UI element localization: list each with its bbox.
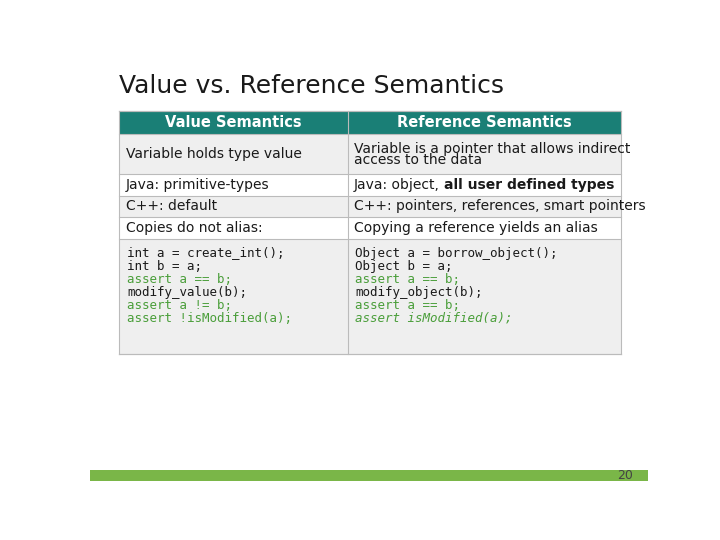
Bar: [120, 174, 348, 195]
Text: access to the data: access to the data: [354, 152, 482, 166]
Text: C++: pointers, references, smart pointers: C++: pointers, references, smart pointer…: [354, 199, 645, 213]
Text: int b = a;: int b = a;: [127, 260, 202, 273]
Bar: [120, 111, 621, 134]
Text: 20: 20: [616, 469, 632, 482]
Bar: [90, 470, 648, 481]
Bar: [120, 239, 348, 354]
Text: Value vs. Reference Semantics: Value vs. Reference Semantics: [120, 74, 505, 98]
Text: Object b = a;: Object b = a;: [356, 260, 453, 273]
Text: modify_object(b);: modify_object(b);: [356, 286, 483, 299]
Bar: [120, 195, 348, 217]
Bar: [348, 134, 621, 174]
Text: Variable holds type value: Variable holds type value: [126, 147, 302, 161]
Text: C++: default: C++: default: [126, 199, 217, 213]
Text: Reference Semantics: Reference Semantics: [397, 115, 572, 130]
Text: Value Semantics: Value Semantics: [165, 115, 302, 130]
Bar: [120, 134, 348, 174]
Bar: [348, 239, 621, 354]
Text: assert !isModified(a);: assert !isModified(a);: [127, 312, 292, 325]
Text: Java: object,: Java: object,: [354, 178, 444, 192]
Text: Object a = borrow_object();: Object a = borrow_object();: [356, 247, 558, 260]
Text: assert isModified(a);: assert isModified(a);: [356, 312, 513, 325]
Text: assert a == b;: assert a == b;: [127, 273, 232, 286]
Text: all user defined types: all user defined types: [444, 178, 614, 192]
Text: assert a != b;: assert a != b;: [127, 299, 232, 312]
Text: int a = create_int();: int a = create_int();: [127, 247, 284, 260]
Bar: [348, 195, 621, 217]
Text: Variable is a pointer that allows indirect: Variable is a pointer that allows indire…: [354, 141, 630, 156]
Bar: [120, 217, 348, 239]
Text: Copies do not alias:: Copies do not alias:: [126, 221, 262, 235]
Text: assert a == b;: assert a == b;: [356, 299, 460, 312]
Text: Copying a reference yields an alias: Copying a reference yields an alias: [354, 221, 598, 235]
Bar: [348, 174, 621, 195]
Text: modify_value(b);: modify_value(b);: [127, 286, 247, 299]
Text: Java: primitive-types: Java: primitive-types: [126, 178, 269, 192]
Bar: [348, 217, 621, 239]
Text: assert a == b;: assert a == b;: [356, 273, 460, 286]
